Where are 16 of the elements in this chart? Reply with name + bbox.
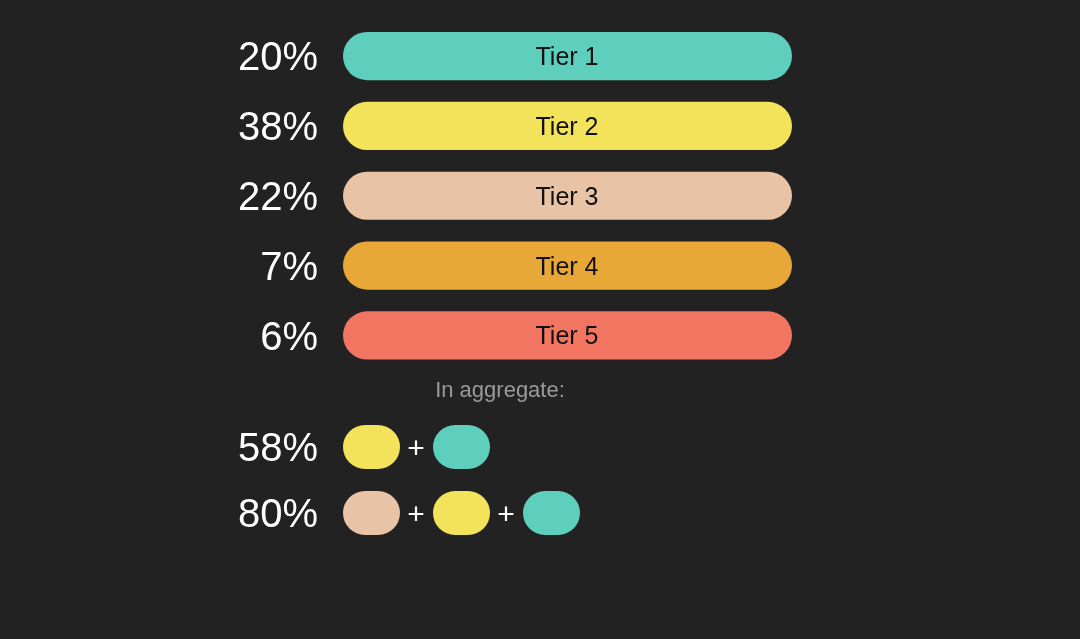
data-label: 20% (237, 34, 318, 79)
text: + (407, 430, 425, 464)
text: 80% (237, 491, 318, 536)
category-label: Tier 1 (535, 42, 599, 71)
text: 58% (237, 425, 318, 470)
data-label: 7% (260, 243, 318, 288)
category-label: Tier 2 (535, 111, 599, 140)
text: In aggregate: (435, 376, 565, 402)
data-label: 6% (260, 313, 318, 358)
text: + (497, 496, 515, 530)
data-label: 38% (237, 104, 318, 149)
category-label: Tier 5 (535, 321, 599, 350)
data-label: 22% (237, 174, 318, 219)
category-label: Tier 4 (535, 251, 599, 280)
category-label: Tier 3 (535, 181, 599, 210)
text: + (407, 496, 425, 530)
